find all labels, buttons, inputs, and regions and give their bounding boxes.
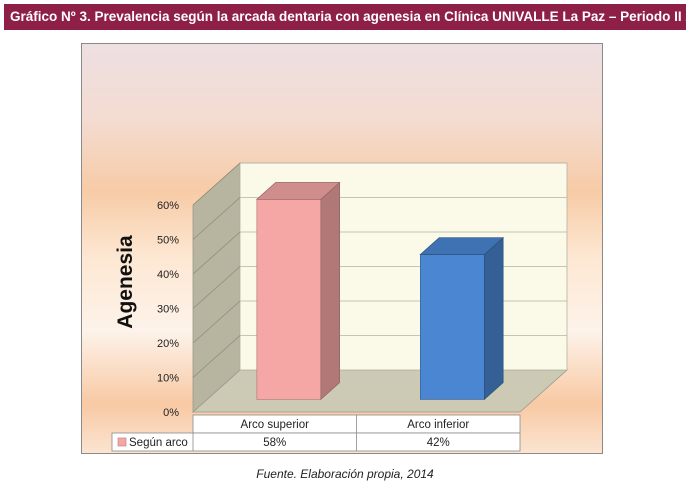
y-tick-label: 50% [157,235,179,247]
data-label: 42% [427,437,450,449]
y-tick-label: 20% [157,338,179,350]
y-tick-label: 30% [157,304,179,316]
chart-floor [191,369,569,413]
x-category-label: Arco superior [241,419,310,431]
legend-swatch [117,437,127,447]
source-note: Fuente. Elaboración propia, 2014 [256,467,434,481]
y-axis-label: Agenesia [114,235,137,329]
y-tick-label: 40% [157,269,179,281]
bar-side [484,236,504,401]
gridline-side [192,231,241,275]
y-tick-label: 0% [163,407,179,419]
chart-title: Gráfico Nº 3. Prevalencia según la arcad… [4,4,686,30]
table-value-row [111,432,521,452]
bar-front [256,198,322,400]
x-category-label: Arco inferior [407,419,469,431]
bar-top [255,182,341,200]
gridline-side [192,162,241,206]
bar-side [320,181,340,401]
bar-front [420,254,485,400]
y-tick-label: 60% [157,200,179,212]
bar-top [419,237,505,255]
legend-entry: Según arco [129,437,188,449]
bar [255,181,341,401]
bar [419,236,505,401]
gridline-side [192,300,241,344]
gridline-side [192,197,241,240]
y-tick-label: 10% [157,373,179,385]
data-label: 58% [263,437,286,449]
gridline-side [192,335,241,378]
gridline-side [192,266,241,309]
